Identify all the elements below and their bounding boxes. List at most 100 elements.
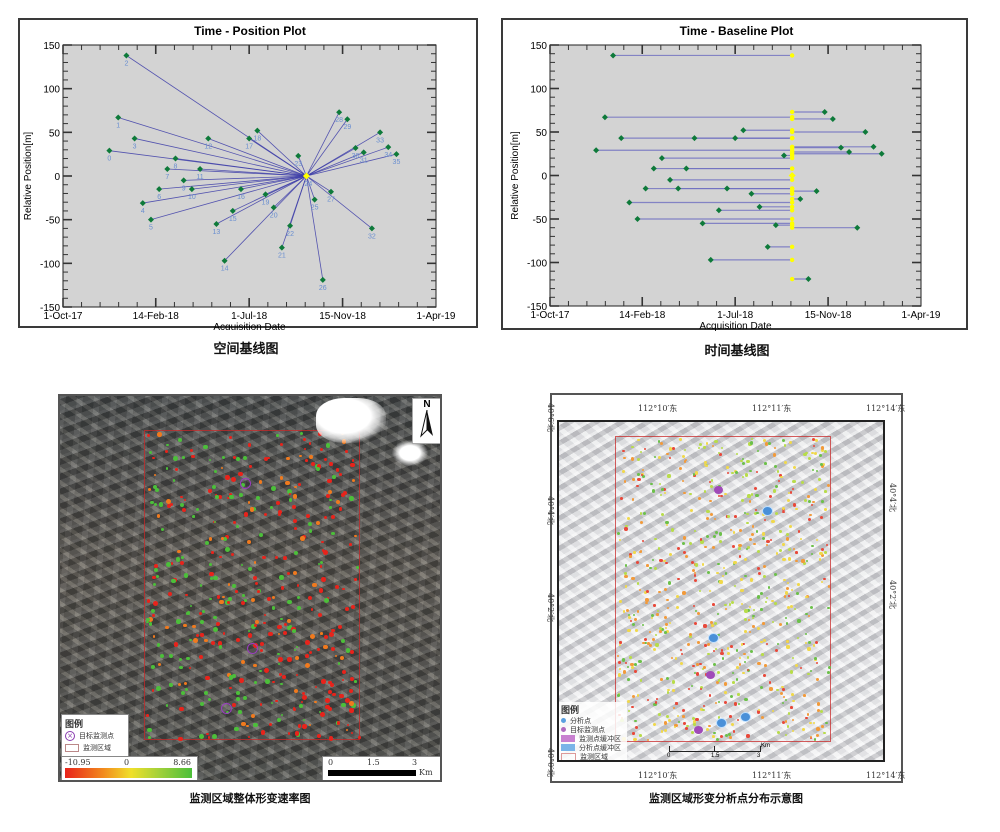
data-point bbox=[295, 152, 302, 159]
map-point bbox=[706, 642, 710, 647]
x-axis-label: Acquisition Date bbox=[213, 322, 286, 330]
map-point bbox=[193, 637, 199, 643]
map-point bbox=[258, 532, 264, 538]
map-point bbox=[791, 692, 794, 696]
map-point bbox=[323, 644, 328, 650]
map-point bbox=[780, 691, 784, 695]
map-point bbox=[655, 643, 659, 647]
map-point bbox=[659, 441, 664, 445]
map-point bbox=[639, 511, 643, 515]
map-point bbox=[807, 518, 811, 522]
map-point bbox=[717, 716, 721, 719]
map-point bbox=[720, 446, 723, 450]
map-point bbox=[326, 596, 329, 599]
map-point bbox=[271, 606, 276, 610]
map-point bbox=[729, 694, 733, 698]
data-point bbox=[780, 152, 787, 159]
map-point bbox=[717, 562, 720, 566]
map-point bbox=[624, 574, 628, 578]
analysis-points-map: 图例 分析点 目标监测点 监测点缓冲区 分析点缓冲区 监测区域 0 1.5 3 … bbox=[557, 420, 885, 762]
data-point bbox=[821, 108, 828, 115]
point-label: 14 bbox=[221, 266, 229, 273]
map-point bbox=[622, 449, 625, 453]
map-point bbox=[240, 600, 245, 605]
map-point bbox=[291, 504, 297, 510]
data-point bbox=[626, 199, 633, 206]
map-point bbox=[670, 528, 675, 532]
map-point bbox=[717, 494, 720, 497]
map-point bbox=[719, 532, 723, 536]
map-point bbox=[185, 688, 189, 692]
map-point bbox=[219, 555, 222, 559]
map-point bbox=[703, 490, 706, 493]
map-point bbox=[791, 729, 795, 733]
map-point bbox=[267, 596, 272, 601]
map-point bbox=[238, 471, 243, 477]
map-point bbox=[714, 621, 718, 626]
map-point bbox=[736, 718, 740, 722]
lat-label-right: 40°4′北 bbox=[888, 483, 897, 513]
map-point bbox=[667, 719, 671, 723]
map-point bbox=[691, 561, 695, 565]
map-point bbox=[165, 467, 168, 470]
map-point bbox=[681, 479, 684, 482]
point-label: 4 bbox=[141, 208, 145, 215]
data-point bbox=[618, 135, 625, 142]
data-point bbox=[352, 145, 359, 152]
map-point bbox=[631, 445, 634, 449]
map-point bbox=[665, 520, 669, 524]
map-point bbox=[812, 721, 816, 724]
map-point bbox=[651, 489, 656, 493]
map-point bbox=[318, 588, 324, 594]
map-point bbox=[699, 662, 702, 666]
map-point bbox=[337, 721, 341, 725]
map-point bbox=[309, 442, 312, 445]
data-point bbox=[278, 244, 285, 251]
point-label: 26 bbox=[319, 285, 327, 292]
map-point bbox=[792, 466, 796, 470]
map-point bbox=[627, 616, 632, 620]
map-point bbox=[746, 734, 750, 738]
map-point bbox=[178, 682, 182, 686]
data-point bbox=[707, 256, 714, 263]
target-point-icon bbox=[221, 703, 232, 714]
map-point bbox=[280, 476, 284, 480]
data-point bbox=[764, 243, 771, 250]
x-tick-label: 1-Oct-17 bbox=[44, 311, 83, 322]
y-tick-label: 100 bbox=[530, 85, 547, 96]
map-point bbox=[693, 571, 697, 575]
data-point bbox=[878, 150, 885, 157]
map-point bbox=[720, 651, 724, 655]
map-point bbox=[626, 516, 630, 520]
map-point bbox=[307, 595, 312, 600]
map-point bbox=[285, 481, 290, 486]
map-point bbox=[625, 608, 629, 612]
map-point bbox=[292, 570, 298, 576]
map-point bbox=[796, 591, 800, 595]
baseline-line bbox=[306, 152, 364, 177]
map-point bbox=[780, 475, 783, 479]
map-point bbox=[294, 550, 299, 555]
baseline-line bbox=[118, 117, 307, 177]
map-point bbox=[636, 693, 640, 697]
map-point bbox=[180, 495, 183, 499]
map-point bbox=[639, 451, 643, 454]
map-point bbox=[643, 447, 647, 451]
map-point bbox=[690, 730, 694, 734]
map-point bbox=[816, 727, 820, 731]
map-point bbox=[783, 595, 786, 598]
map-point bbox=[706, 516, 710, 520]
x-tick-label: 14-Feb-18 bbox=[133, 311, 180, 322]
map-point bbox=[155, 685, 161, 691]
map-point bbox=[685, 458, 688, 461]
map-point bbox=[806, 559, 809, 563]
map-point bbox=[625, 524, 628, 528]
y-tick-label: -50 bbox=[533, 215, 548, 226]
map-point bbox=[676, 714, 680, 718]
map-point bbox=[622, 610, 626, 614]
map-point bbox=[666, 606, 670, 609]
map-point bbox=[153, 473, 157, 476]
map-point bbox=[240, 659, 245, 664]
map-point bbox=[659, 629, 663, 633]
map-point bbox=[354, 534, 357, 537]
